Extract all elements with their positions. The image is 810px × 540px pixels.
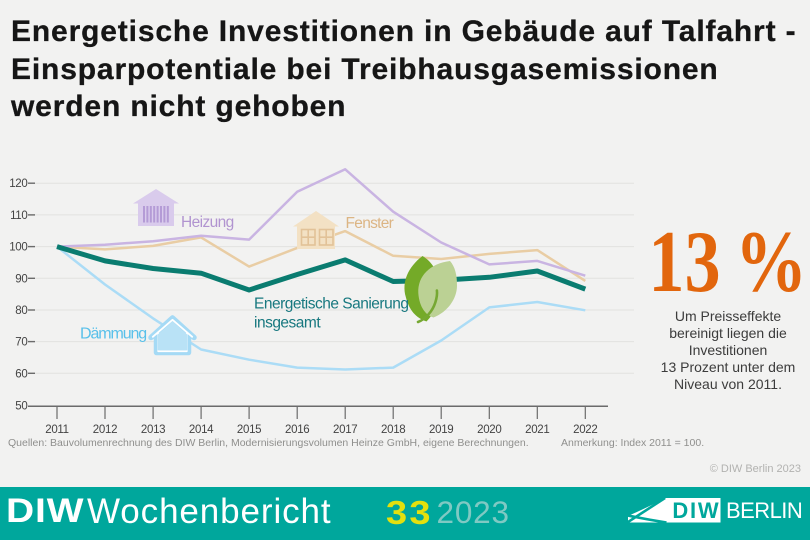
svg-text:2014: 2014	[189, 424, 214, 436]
svg-text:BERLIN: BERLIN	[726, 498, 802, 523]
svg-text:60: 60	[15, 368, 27, 380]
svg-text:Dämmung: Dämmung	[80, 326, 146, 343]
svg-text:70: 70	[15, 337, 27, 349]
svg-text:50: 50	[15, 400, 27, 412]
svg-text:90: 90	[15, 273, 27, 285]
svg-text:2015: 2015	[237, 424, 261, 436]
svg-text:Energetische Sanierung: Energetische Sanierung	[254, 296, 408, 313]
svg-text:Heizung: Heizung	[181, 214, 234, 231]
svg-text:120: 120	[9, 178, 27, 190]
svg-text:2018: 2018	[381, 424, 405, 436]
svg-text:2016: 2016	[285, 424, 309, 436]
svg-text:2012: 2012	[93, 424, 117, 436]
svg-text:2017: 2017	[333, 424, 357, 436]
svg-text:2021: 2021	[525, 424, 549, 436]
svg-text:110: 110	[10, 210, 27, 222]
svg-text:2013: 2013	[141, 424, 165, 436]
svg-text:2020: 2020	[477, 424, 501, 436]
svg-text:2022: 2022	[573, 424, 597, 436]
svg-text:DIW: DIW	[672, 498, 720, 523]
svg-text:Fenster: Fenster	[346, 215, 394, 232]
svg-text:insgesamt: insgesamt	[254, 315, 321, 332]
svg-text:2011: 2011	[45, 424, 69, 436]
svg-text:100: 100	[9, 242, 27, 254]
svg-text:2019: 2019	[429, 424, 453, 436]
svg-text:80: 80	[15, 305, 27, 317]
